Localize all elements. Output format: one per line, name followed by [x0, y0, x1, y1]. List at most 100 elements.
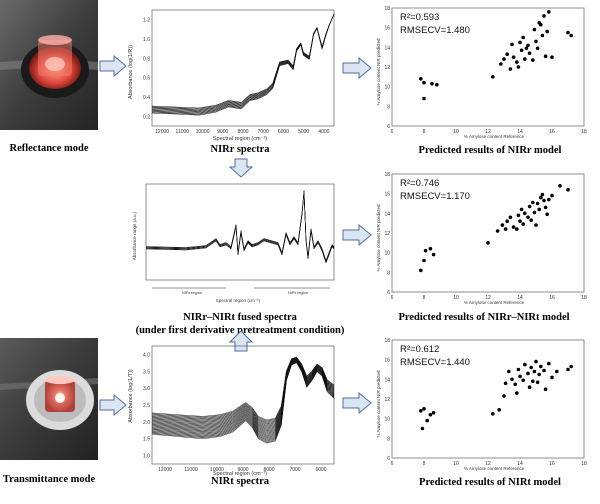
scatter-ytick: 16: [384, 358, 390, 364]
scatter-point: [526, 215, 530, 220]
arrow-right-icon: [99, 394, 127, 416]
scatter-point: [495, 229, 500, 233]
pred-nirr-caption: Predicted results of NIRr model: [418, 145, 562, 156]
nirt-ytick: 1.5: [143, 437, 150, 443]
transmittance-mode-caption: Transmittance mode: [2, 474, 96, 485]
scatter-point: [419, 409, 423, 413]
scatter-point: [545, 29, 549, 34]
nirt-xtick: 9000: [237, 467, 248, 473]
scatter-ytick: 14: [384, 211, 390, 217]
scatter-nirt-xlabel: % Amylose content Reference: [464, 466, 525, 471]
scatter-ytick: 18: [384, 338, 390, 344]
scatter-fused-ylabel: % Amylose content NIR predicted: [376, 204, 381, 272]
scatter-point: [547, 197, 551, 202]
scatter-point: [507, 369, 511, 374]
scatter-ytick: 8: [387, 270, 390, 276]
scatter-point: [515, 60, 519, 64]
reflectance-mode-photo: [0, 0, 98, 130]
scatter-point: [558, 184, 562, 188]
scatter-nirr-r2: R²=0.593: [400, 12, 439, 23]
scatter-xtick: 8: [423, 295, 426, 301]
scatter-point: [515, 227, 519, 231]
scatter-point: [527, 385, 532, 389]
nirt-xtick: 12000: [158, 467, 172, 473]
scatter-point: [527, 51, 532, 55]
scatter-point: [521, 378, 525, 383]
scatter-xtick: 18: [581, 461, 587, 467]
scatter-point: [423, 248, 428, 253]
nirt-ytick: 3.5: [143, 369, 150, 375]
scatter-point: [532, 27, 537, 32]
scatter-nirr-rmsecv: RMSECV=1.480: [400, 25, 470, 36]
scatter-point: [539, 22, 543, 27]
arrow-down-icon: [229, 158, 253, 178]
scatter-point: [419, 268, 423, 273]
scatter-point: [519, 207, 524, 212]
scatter-xtick: 10: [453, 129, 459, 135]
nirr-xtick: 10000: [196, 129, 210, 135]
scatter-fused-xlabel: % Amylose content Reference: [464, 300, 525, 305]
scatter-point: [420, 426, 425, 431]
nirr-frame: [151, 9, 335, 127]
scatter-point: [491, 412, 495, 416]
nirt-spectrum-line: [151, 361, 335, 440]
scatter-point: [535, 380, 540, 385]
scatter-point: [542, 368, 546, 373]
scatter-point: [523, 362, 527, 367]
nirt-xtick: 11000: [184, 467, 198, 473]
nirt-frame: [151, 345, 335, 465]
scatter-point: [516, 65, 521, 69]
scatter-point: [511, 225, 516, 229]
fused-region-left: NIRr region: [182, 290, 202, 295]
scatter-point: [555, 369, 559, 374]
scatter-point: [486, 241, 490, 245]
nirr-spectra-caption: NIRr spectra: [210, 144, 270, 155]
scatter-xtick: 16: [549, 295, 555, 301]
nirt-spectrum-line: [151, 358, 335, 426]
scatter-point: [521, 222, 525, 226]
scatter-point: [526, 43, 530, 48]
scatter-point: [569, 33, 573, 38]
scatter-xtick: 16: [549, 129, 555, 135]
nirr-xtick: 6000: [278, 129, 289, 135]
scatter-point: [531, 200, 535, 205]
scatter-point: [511, 55, 516, 59]
scatter-point: [550, 55, 554, 59]
scatter-point: [518, 374, 522, 379]
nirt-spectrum-line: [151, 360, 335, 437]
scatter-point: [543, 387, 548, 391]
scatter-point: [518, 40, 522, 45]
pred-nirt-caption: Predicted results of NIRt model: [419, 477, 561, 488]
nirr-spectrum-line: [151, 14, 335, 114]
scatter-frame: [391, 7, 585, 127]
nirt-spectrum-line: [151, 362, 335, 443]
scatter-point: [531, 379, 535, 384]
scatter-frame: [391, 173, 585, 293]
nirt-spectra-caption: NIRt spectra: [210, 476, 270, 487]
nirt-xlabel: Spectral region (cm⁻¹): [213, 471, 267, 477]
nirr-xtick: 7000: [258, 129, 269, 135]
scatter-point: [537, 207, 541, 212]
scatter-point: [532, 369, 537, 374]
scatter-fused: R²=0.746 RMSECV=1.170 % Amylose content …: [368, 168, 600, 308]
nirr-xlabel: Spectral region (cm⁻¹): [213, 136, 267, 142]
scatter-point: [532, 210, 537, 215]
scatter-xtick: 16: [549, 461, 555, 467]
scatter-ytick: 8: [387, 436, 390, 442]
fused-spectra-chart: Absorbance range (a.u.) Spectral region …: [126, 176, 340, 310]
scatter-xtick: 12: [485, 129, 491, 135]
scatter-point: [545, 212, 549, 217]
scatter-xtick: 12: [485, 295, 491, 301]
scatter-point: [566, 367, 570, 372]
scatter-ytick: 10: [384, 417, 390, 423]
scatter-point: [500, 223, 505, 227]
scatter-point: [430, 81, 434, 86]
nirt-spectrum-line: [151, 361, 335, 441]
scatter-point: [539, 364, 543, 369]
scatter-xtick: 12: [485, 461, 491, 467]
fused-spectrum-line: [145, 192, 335, 264]
scatter-nirt-rmsecv: RMSECV=1.440: [400, 357, 470, 368]
scatter-point: [502, 57, 506, 61]
scatter-nirr-ylabel: % Amylose content NIR predicted: [376, 38, 381, 106]
scatter-point: [508, 67, 513, 71]
